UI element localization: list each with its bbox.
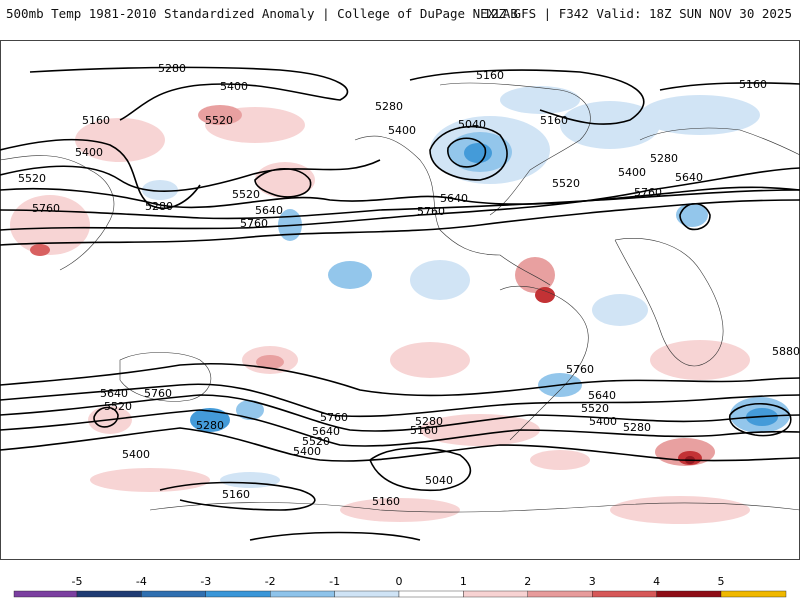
contour-label: 5520 xyxy=(552,177,580,190)
contour-label: 5760 xyxy=(240,217,268,230)
model-run-info: 12Z GFS | F342 Valid: 18Z SUN NOV 30 202… xyxy=(483,6,792,21)
colorbar-tick-label: -2 xyxy=(265,575,276,588)
contour-label: 5520 xyxy=(205,114,233,127)
contour-label: 5160 xyxy=(476,69,504,82)
colorbar-tick-label: -1 xyxy=(329,575,340,588)
colorbar: -5 -4 -3 -2 -1 0 1 2 3 4 5 xyxy=(13,575,787,598)
contour-label: 5760 xyxy=(566,363,594,376)
contour-label: 5640 xyxy=(312,425,340,438)
contour-label: 5040 xyxy=(458,118,486,131)
colorbar-segment xyxy=(141,590,206,598)
contour-label: 5040 xyxy=(425,474,453,487)
colorbar-tick-label: 5 xyxy=(718,575,725,588)
contour-label: 5400 xyxy=(75,146,103,159)
colorbar-segment xyxy=(592,590,657,598)
colorbar-segment xyxy=(720,590,787,598)
contour-label: 5160 xyxy=(739,78,767,91)
colorbar-segment xyxy=(205,590,271,598)
colorbar-tick-label: -3 xyxy=(200,575,211,588)
contour-label: 5280 xyxy=(158,62,186,75)
contour-label: 5160 xyxy=(410,424,438,437)
colorbar-segment xyxy=(398,590,464,598)
contour-label: 5520 xyxy=(18,172,46,185)
colorbar-tick-label: 3 xyxy=(589,575,596,588)
contour-label: 5280 xyxy=(375,100,403,113)
colorbar-segment xyxy=(463,590,528,598)
contour-label: 5280 xyxy=(415,415,443,428)
contour-label: 5400 xyxy=(122,448,150,461)
contour-label: 5520 xyxy=(302,435,330,448)
contour-label: 5760 xyxy=(320,411,348,424)
contour-label: 5160 xyxy=(372,495,400,508)
contour-label: 5400 xyxy=(618,166,646,179)
contour-label: 5400 xyxy=(388,124,416,137)
colorbar-ticks: -5 -4 -3 -2 -1 0 1 2 3 4 5 xyxy=(72,575,725,588)
colorbar-tick-label: -5 xyxy=(72,575,83,588)
colorbar-segment xyxy=(527,590,593,598)
contour-label: 5160 xyxy=(222,488,250,501)
contour-label: 5760 xyxy=(417,205,445,218)
contour-label: 5160 xyxy=(82,114,110,127)
contour-label: 5520 xyxy=(581,402,609,415)
colorbar-segment xyxy=(76,590,142,598)
colorbar-tick-label: 2 xyxy=(524,575,531,588)
colorbar-tick-label: 4 xyxy=(653,575,660,588)
contour-label: 5640 xyxy=(440,192,468,205)
coastlines xyxy=(0,82,800,513)
contour-label: 5520 xyxy=(104,400,132,413)
colorbar-segment xyxy=(334,590,400,598)
colorbar-tick-label: -4 xyxy=(136,575,147,588)
contour-label: 5760 xyxy=(144,387,172,400)
contour-label: 5640 xyxy=(588,389,616,402)
contour-label: 5640 xyxy=(255,204,283,217)
colorbar-segment xyxy=(270,590,335,598)
height-contours xyxy=(0,66,800,541)
colorbar-segment xyxy=(13,590,78,598)
colorbar-tick-label: 0 xyxy=(396,575,403,588)
contour-label: 5160 xyxy=(540,114,568,127)
contour-label: 5760 xyxy=(32,202,60,215)
contour-label: 5280 xyxy=(650,152,678,165)
contour-label: 5280 xyxy=(145,200,173,213)
colorbar-segment xyxy=(656,590,722,598)
map-title: 500mb Temp 1981-2010 Standardized Anomal… xyxy=(6,6,518,21)
contour-labels: 5280 5400 5160 5520 5400 5520 5280 5760 … xyxy=(18,62,800,508)
contour-label: 5280 xyxy=(196,419,224,432)
colorbar-segments xyxy=(13,590,787,598)
colorbar-tick-label: 1 xyxy=(460,575,467,588)
contour-label: 5400 xyxy=(293,445,321,458)
contour-label: 5640 xyxy=(675,171,703,184)
contour-label: 5880 xyxy=(772,345,800,358)
contour-label: 5760 xyxy=(634,186,662,199)
contour-label: 5520 xyxy=(232,188,260,201)
contour-label: 5280 xyxy=(623,421,651,434)
anomaly-map: 5280 5400 5160 5520 5400 5520 5280 5760 … xyxy=(0,40,800,560)
contour-label: 5400 xyxy=(589,415,617,428)
contour-label: 5640 xyxy=(100,387,128,400)
contour-label: 5400 xyxy=(220,80,248,93)
